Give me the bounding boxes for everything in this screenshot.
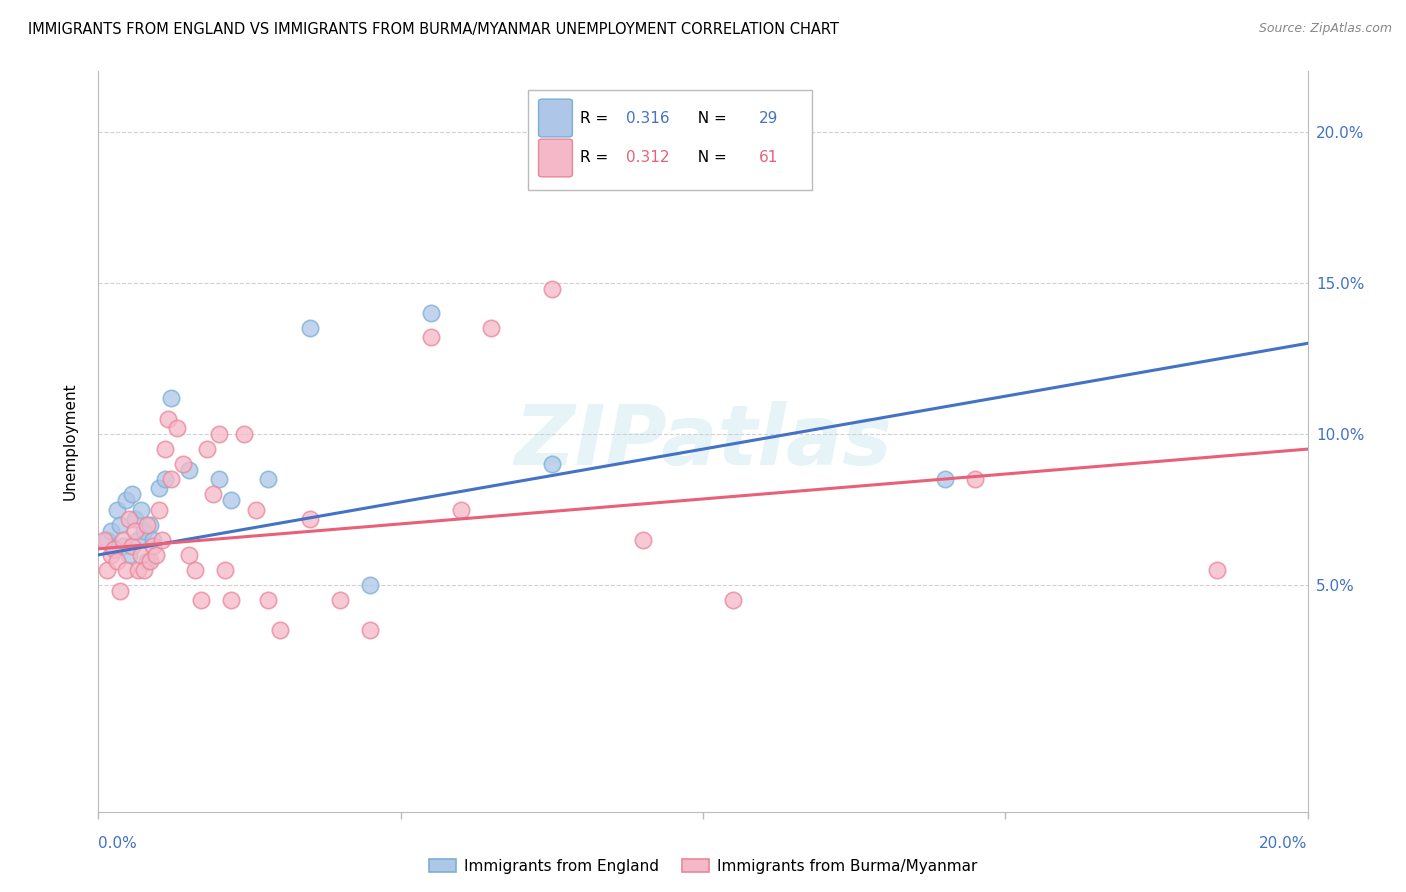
Point — [121, 487, 143, 501]
Point — [245, 502, 267, 516]
Point — [124, 511, 146, 525]
Point — [150, 533, 173, 547]
Point — [166, 421, 188, 435]
Point — [208, 472, 231, 486]
Point — [269, 624, 291, 638]
Point — [142, 533, 165, 547]
Point — [111, 539, 134, 553]
Point — [93, 533, 115, 547]
Point — [156, 412, 179, 426]
Point — [129, 502, 152, 516]
Legend: Immigrants from England, Immigrants from Burma/Myanmar: Immigrants from England, Immigrants from… — [423, 853, 983, 880]
Point — [135, 554, 157, 568]
Point — [190, 593, 212, 607]
Point — [221, 593, 243, 607]
Point — [934, 472, 956, 486]
Point — [360, 578, 382, 592]
Point — [172, 457, 194, 471]
Point — [139, 554, 162, 568]
Point — [481, 321, 503, 335]
Text: N =: N = — [689, 151, 733, 166]
Point — [221, 493, 243, 508]
Point — [108, 584, 131, 599]
Point — [450, 502, 472, 516]
Point — [145, 548, 167, 562]
Point — [965, 472, 987, 486]
Point — [661, 140, 683, 154]
Text: 20.0%: 20.0% — [1260, 836, 1308, 851]
Point — [179, 548, 201, 562]
Point — [124, 524, 146, 538]
Point — [160, 391, 183, 405]
Point — [232, 427, 254, 442]
Text: 0.0%: 0.0% — [98, 836, 138, 851]
FancyBboxPatch shape — [538, 99, 572, 136]
Y-axis label: Unemployment: Unemployment — [63, 383, 77, 500]
Point — [1206, 563, 1229, 577]
Text: R =: R = — [579, 151, 613, 166]
Point — [256, 472, 278, 486]
Point — [208, 427, 231, 442]
Text: 61: 61 — [759, 151, 778, 166]
Point — [135, 517, 157, 532]
Point — [299, 321, 322, 335]
Point — [329, 593, 352, 607]
Text: 0.312: 0.312 — [626, 151, 669, 166]
Point — [114, 493, 136, 508]
Point — [540, 282, 562, 296]
Point — [195, 442, 218, 456]
Point — [360, 624, 382, 638]
Point — [108, 517, 131, 532]
Point — [118, 511, 141, 525]
Text: Source: ZipAtlas.com: Source: ZipAtlas.com — [1258, 22, 1392, 36]
Point — [420, 330, 443, 344]
Point — [100, 548, 122, 562]
Point — [148, 482, 170, 496]
Point — [160, 472, 183, 486]
Point — [132, 563, 155, 577]
Point — [103, 541, 125, 556]
Point — [202, 487, 225, 501]
Text: N =: N = — [689, 111, 733, 126]
Point — [127, 533, 149, 547]
Point — [723, 593, 745, 607]
Point — [100, 524, 122, 538]
Point — [105, 554, 128, 568]
Point — [103, 541, 125, 556]
FancyBboxPatch shape — [527, 90, 811, 190]
FancyBboxPatch shape — [538, 139, 572, 177]
Point — [127, 563, 149, 577]
Text: IMMIGRANTS FROM ENGLAND VS IMMIGRANTS FROM BURMA/MYANMAR UNEMPLOYMENT CORRELATIO: IMMIGRANTS FROM ENGLAND VS IMMIGRANTS FR… — [28, 22, 839, 37]
Point — [139, 517, 162, 532]
Text: 0.316: 0.316 — [626, 111, 669, 126]
Point — [114, 563, 136, 577]
Point — [540, 457, 562, 471]
Point — [299, 511, 322, 525]
Point — [111, 533, 134, 547]
Point — [118, 548, 141, 562]
Point — [105, 502, 128, 516]
Point — [132, 524, 155, 538]
Point — [184, 563, 207, 577]
Point — [153, 442, 176, 456]
Text: R =: R = — [579, 111, 613, 126]
Point — [631, 533, 654, 547]
Point — [121, 539, 143, 553]
Point — [129, 548, 152, 562]
Point — [420, 306, 443, 320]
Point — [256, 593, 278, 607]
Point — [148, 502, 170, 516]
Text: ZIPatlas: ZIPatlas — [515, 401, 891, 482]
Point — [142, 539, 165, 553]
Point — [96, 563, 118, 577]
Text: 29: 29 — [759, 111, 778, 126]
Point — [179, 463, 201, 477]
Point — [96, 533, 118, 547]
Point — [153, 472, 176, 486]
Point — [214, 563, 236, 577]
